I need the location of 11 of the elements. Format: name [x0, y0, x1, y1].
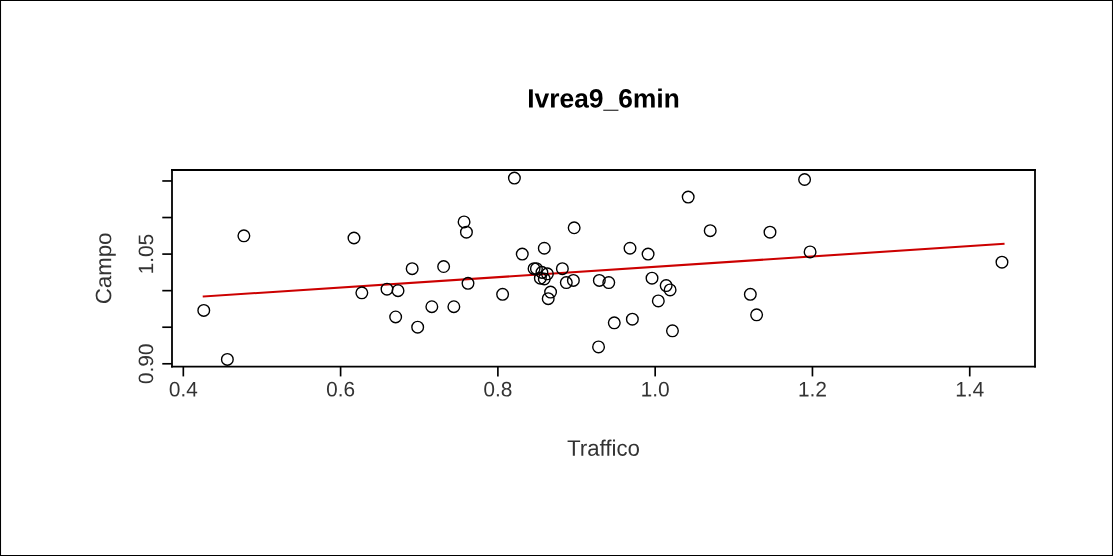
x-tick-label: 0.4: [169, 381, 198, 397]
x-tick-label: 1.0: [642, 381, 669, 397]
x-tick-label: 1.4: [956, 382, 984, 397]
y-tick-label: 1.05: [138, 234, 154, 273]
y-tick-label: 0.90: [138, 344, 154, 384]
x-tick-label: 1.2: [799, 381, 826, 397]
x-tick-label: 0.6: [326, 381, 355, 397]
x-axis-title: Traffico: [567, 439, 639, 456]
chart-title: Ivrea9_6min: [528, 88, 679, 111]
y-axis-title: Campo: [95, 233, 116, 304]
x-tick-label: 0.8: [484, 381, 512, 397]
